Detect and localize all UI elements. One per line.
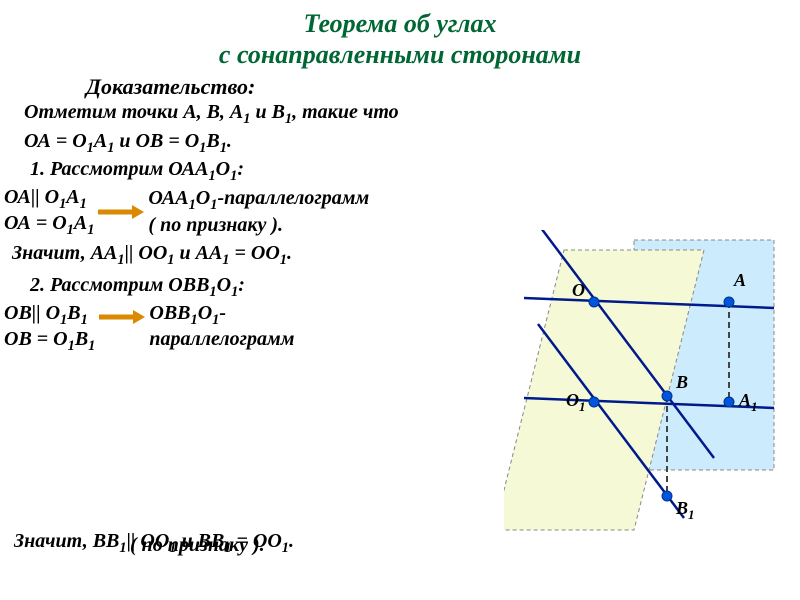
title-line-2: с сонаправленными сторонами bbox=[0, 39, 800, 70]
geometry-diagram: ОАО1А1ВВ1 bbox=[504, 230, 784, 550]
intro-line-1: Отметим точки А, В, А1 и В1, такие что bbox=[24, 100, 800, 128]
proof-label: Доказательство: bbox=[86, 74, 800, 100]
intro-line-2: ОА = О1А1 и ОВ = О1В1. bbox=[24, 129, 800, 157]
svg-text:В: В bbox=[675, 372, 688, 392]
step-2-overlap: ( по признаку ). bbox=[130, 534, 265, 557]
title-line-1: Теорема об углах bbox=[0, 8, 800, 39]
svg-text:О: О bbox=[572, 280, 585, 300]
svg-text:А: А bbox=[733, 270, 746, 290]
step-1-heading: 1. Рассмотрим ОАА1О1: bbox=[30, 157, 800, 185]
svg-text:В1: В1 bbox=[675, 498, 695, 522]
arrow-icon bbox=[98, 203, 144, 221]
arrow-icon bbox=[99, 308, 145, 326]
